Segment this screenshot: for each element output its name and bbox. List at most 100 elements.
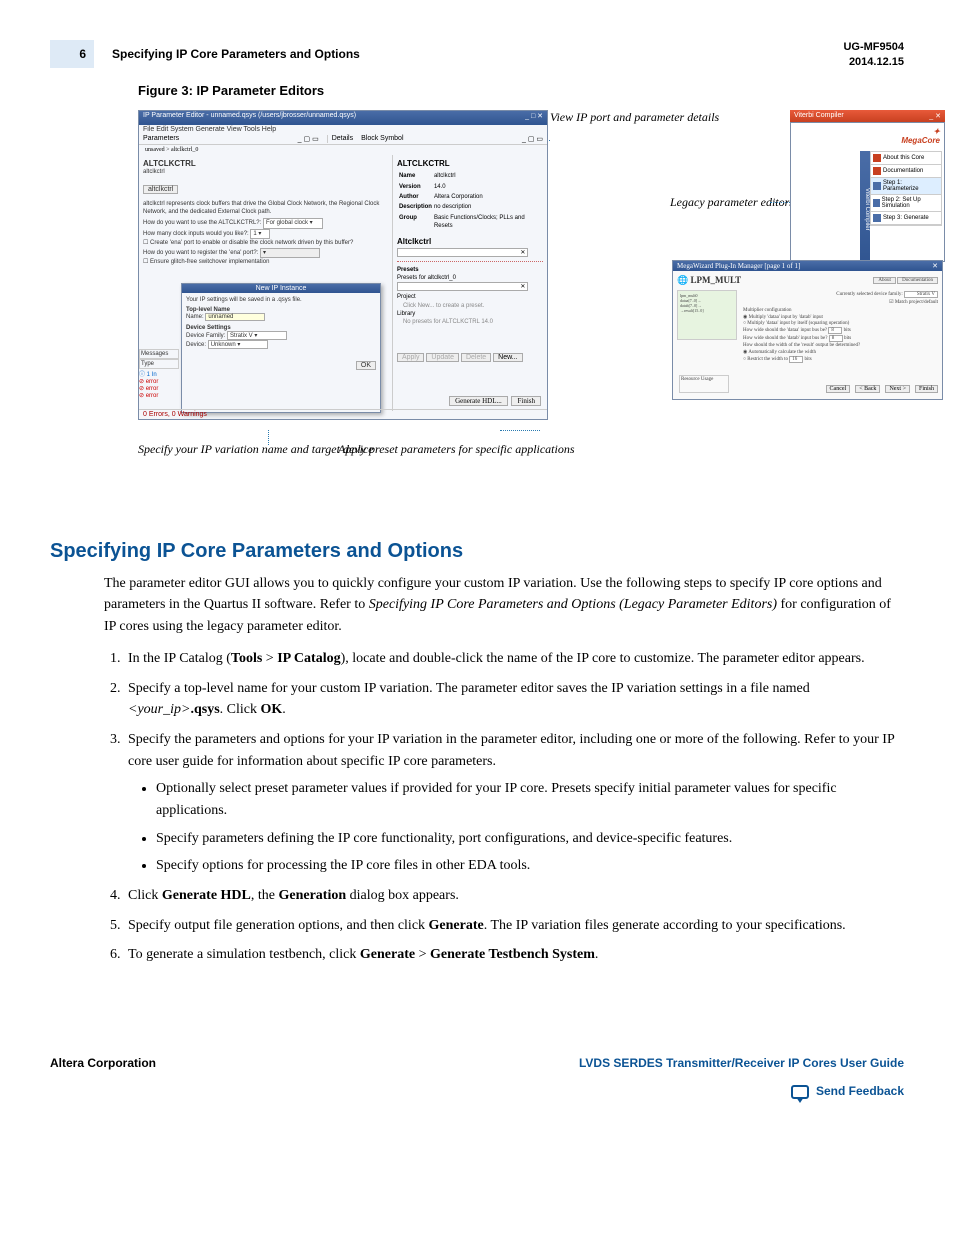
dialog-title: New IP Instance	[182, 284, 380, 293]
family-label: Device Family:	[186, 333, 225, 339]
annot-apply-preset: Apply preset parameters for specific app…	[338, 442, 575, 458]
status-bar: 0 Errors, 0 Warnings	[139, 409, 547, 419]
step-3-sub1: Optionally select preset parameter value…	[156, 778, 904, 821]
ip-subname: altclkctrl	[143, 168, 388, 176]
ip-name: ALTCLKCTRL	[143, 159, 388, 168]
finish-button[interactable]: Finish	[915, 385, 938, 393]
tab-row: Parameters _ ▢ ▭ Details Block Symbol _ …	[139, 134, 547, 145]
megawizard-window: MegaWizard Plug-In Manager [page 1 of 1]…	[672, 260, 943, 400]
ok-button[interactable]: OK	[356, 361, 376, 370]
figure-area: View IP port and parameter details Legac…	[90, 110, 904, 510]
width-a-input[interactable]: 8	[828, 327, 842, 334]
detail-name-value: altclkctrl	[434, 172, 541, 180]
new-ip-instance-dialog: New IP Instance Your IP settings will be…	[181, 283, 381, 413]
detail-group-value: Basic Functions/Clocks; PLLs and Resets	[434, 214, 541, 231]
auto-rb[interactable]: Automatically calculate the width	[748, 350, 816, 355]
page-number: 6	[50, 40, 94, 68]
detail-name-label: Name	[399, 172, 432, 180]
breadcrumb: unsaved > altclkctrl_0	[139, 145, 547, 155]
q-use-label: How do you want to use the ALTCLKCTRL?:	[143, 220, 261, 226]
width-b-label: How wide should the 'datab' input bus be…	[743, 336, 827, 341]
altclkctrl-button[interactable]: altclkctrl	[143, 185, 178, 194]
bottom-buttons: Generate HDL... Finish	[447, 397, 541, 405]
header-left: 6 Specifying IP Core Parameters and Opti…	[50, 40, 360, 68]
footer-guide-link[interactable]: LVDS SERDES Transmitter/Receiver IP Core…	[579, 1056, 904, 1070]
detail-group-label: Group	[399, 214, 432, 231]
msg-error-item: ⊘ error	[139, 378, 179, 385]
step2-button[interactable]: Step 2: Set Up Simulation	[871, 195, 941, 212]
msg-type-header: Type	[139, 359, 179, 369]
cb-ena[interactable]: Create 'ena' port to enable or disable t…	[150, 240, 353, 246]
window-body: ALTCLKCTRL altclkctrl altclkctrl altclkc…	[139, 155, 547, 411]
device-family-select[interactable]: Stratix V	[904, 291, 938, 298]
back-button[interactable]: < Back	[855, 385, 880, 393]
step-3: Specify the parameters and options for y…	[124, 729, 904, 877]
presets-search[interactable]: ✕	[397, 282, 528, 291]
annot-line	[500, 430, 540, 431]
width-a-label: How wide should the 'dataa' input bus be…	[743, 328, 827, 333]
step1-button[interactable]: Step 1: Parameterize	[871, 178, 941, 195]
step-4: Click Generate HDL, the Generation dialo…	[124, 885, 904, 907]
name-input[interactable]: unnamed	[205, 313, 265, 321]
about-core-button[interactable]: About this Core	[871, 152, 941, 165]
cb-glitchfree[interactable]: Ensure glitch-free switchover implementa…	[150, 259, 269, 265]
send-feedback-link[interactable]: Send Feedback	[816, 1084, 904, 1098]
ip-description: altclkctrl represents clock buffers that…	[143, 200, 388, 217]
page-header: 6 Specifying IP Core Parameters and Opti…	[50, 40, 904, 71]
detail-desc-value: no description	[434, 203, 541, 211]
search-field[interactable]: ✕	[397, 248, 528, 257]
window-controls[interactable]: _ □ ✕	[525, 112, 543, 124]
documentation-button[interactable]: Documentation	[871, 165, 941, 178]
section-intro: The parameter editor GUI allows you to q…	[104, 573, 904, 638]
figure-caption: Figure 3: IP Parameter Editors	[138, 83, 904, 98]
mult-rb1[interactable]: Multiply 'dataa' input by 'datab' input	[749, 315, 823, 320]
restrict-input[interactable]: 16	[789, 356, 803, 363]
step-6: To generate a simulation testbench, clic…	[124, 944, 904, 966]
width-b-input[interactable]: 8	[829, 335, 843, 342]
block-symbol-tab[interactable]: Block Symbol	[361, 135, 403, 143]
next-button[interactable]: Next >	[885, 385, 910, 393]
generate-hdl-button[interactable]: Generate HDL...	[449, 396, 508, 406]
resource-usage: Resource Usage	[679, 375, 729, 393]
window-menubar[interactable]: File Edit System Generate View Tools Hel…	[139, 125, 547, 134]
lpm-about-button[interactable]: About	[873, 277, 896, 284]
step-3-sub2: Specify parameters defining the IP core …	[156, 828, 904, 850]
parameters-tab[interactable]: Parameters	[143, 135, 179, 143]
step3-button[interactable]: Step 3: Generate	[871, 212, 941, 225]
step-3-sublist: Optionally select preset parameter value…	[156, 778, 904, 877]
detail-author-label: Author	[399, 193, 432, 201]
detail-version-value: 14.0	[434, 183, 541, 191]
preset-new-button[interactable]: New...	[493, 353, 522, 362]
preset-update-button: Update	[426, 353, 459, 362]
q-inputs-label: How many clock inputs would you like?:	[143, 231, 249, 237]
mult-rb2[interactable]: Multiply 'dataa' input by itself (squari…	[747, 321, 849, 326]
finish-button[interactable]: Finish	[511, 396, 541, 406]
presets-none: No presets for ALTCLKCTRL 14.0	[397, 318, 543, 326]
feedback-row: Send Feedback	[50, 1084, 904, 1099]
megacore-logo: ✦MegaCore	[795, 127, 940, 145]
footer-corp: Altera Corporation	[50, 1056, 156, 1070]
dialog-info: Your IP settings will be saved in a .qsy…	[186, 297, 376, 303]
q-register-select: ▾	[260, 248, 320, 258]
match-cb[interactable]: Match project/default	[895, 300, 938, 305]
device-select[interactable]: Unknown ▾	[208, 340, 268, 349]
legacy-side-buttons: About this Core Documentation Step 1: Pa…	[870, 151, 942, 226]
feedback-icon[interactable]	[791, 1085, 809, 1099]
window-controls[interactable]: _ ✕	[929, 112, 941, 120]
lpm-doc-button[interactable]: Documentation	[897, 277, 938, 284]
legacy-title: Viterbi Compiler	[794, 112, 844, 120]
section-title: Specifying IP Core Parameters and Option…	[50, 540, 904, 563]
header-title: Specifying IP Core Parameters and Option…	[112, 47, 360, 61]
preset-delete-button: Delete	[461, 353, 491, 362]
q-use-select[interactable]: For global clock ▾	[263, 218, 323, 228]
viterbi-sidebar: Viterbi Compiler	[860, 151, 870, 269]
step-3-sub3: Specify options for processing the IP co…	[156, 855, 904, 877]
restrict-rb[interactable]: Restrict the width to	[747, 357, 788, 362]
presets-tab[interactable]: Presets	[397, 266, 543, 274]
cancel-button[interactable]: Cancel	[826, 385, 851, 393]
details-tab[interactable]: Details	[327, 135, 353, 143]
presets-click-new: Click New... to create a preset.	[397, 302, 543, 310]
q-inputs-select[interactable]: 1 ▾	[250, 229, 270, 239]
messages-tab[interactable]: Messages	[139, 349, 179, 359]
family-select[interactable]: Stratix V ▾	[227, 331, 287, 340]
